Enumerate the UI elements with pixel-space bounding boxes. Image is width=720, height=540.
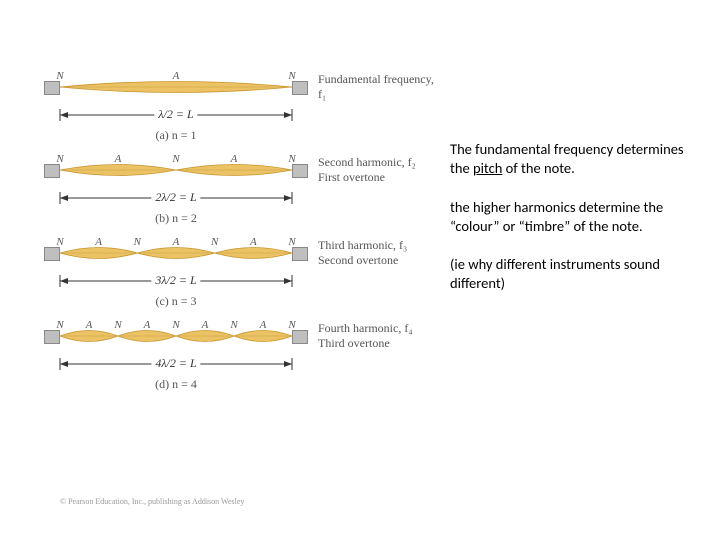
paragraph-pitch: The fundamental frequency determines the… xyxy=(450,140,690,178)
fixed-end-right xyxy=(292,164,308,178)
fixed-end-left xyxy=(44,330,60,344)
harmonic-n2: NANANSecond harmonic, f₂First overtone2λ… xyxy=(60,155,440,226)
harmonic-n3: NANANANThird harmonic, f₃Second overtone… xyxy=(60,238,440,309)
fixed-end-left xyxy=(44,81,60,95)
copyright-text: © Pearson Education, Inc., publishing as… xyxy=(60,497,244,506)
fixed-end-left xyxy=(44,247,60,261)
dimension-row: 3λ/2 = L xyxy=(60,270,292,292)
dimension-row: 2λ/2 = L xyxy=(60,187,292,209)
fixed-end-right xyxy=(292,81,308,95)
fixed-end-right xyxy=(292,330,308,344)
dimension-label: λ/2 = L xyxy=(154,107,197,122)
dimension-label: 2λ/2 = L xyxy=(151,190,200,205)
harmonic-label: Fundamental frequency, f₁ xyxy=(318,72,440,102)
harmonic-label: Fourth harmonic, f₄Third overtone xyxy=(318,321,413,351)
string-diagram xyxy=(60,321,292,351)
subfigure-caption: (a) n = 1 xyxy=(60,128,292,143)
dimension-row: 4λ/2 = L xyxy=(60,353,292,375)
harmonic-label: Second harmonic, f₂First overtone xyxy=(318,155,416,185)
paragraph-timbre: the higher harmonics determine the “colo… xyxy=(450,198,690,236)
string-diagram xyxy=(60,155,292,185)
fixed-end-right xyxy=(292,247,308,261)
p1-underline: pitch xyxy=(473,159,502,177)
string-diagram xyxy=(60,238,292,268)
p1-b: of the note. xyxy=(502,159,574,177)
subfigure-caption: (b) n = 2 xyxy=(60,211,292,226)
fixed-end-left xyxy=(44,164,60,178)
paragraph-instruments: (ie why different instruments sound diff… xyxy=(450,255,690,293)
string-diagram xyxy=(60,72,292,102)
harmonic-label: Third harmonic, f₃Second overtone xyxy=(318,238,407,268)
harmonic-n1: NANFundamental frequency, f₁λ/2 = L(a) n… xyxy=(60,72,440,143)
subfigure-caption: (c) n = 3 xyxy=(60,294,292,309)
dimension-row: λ/2 = L xyxy=(60,104,292,126)
subfigure-caption: (d) n = 4 xyxy=(60,377,292,392)
dimension-label: 3λ/2 = L xyxy=(151,273,200,288)
harmonics-figure: NANFundamental frequency, f₁λ/2 = L(a) n… xyxy=(60,60,440,404)
harmonic-n4: NANANANANFourth harmonic, f₄Third overto… xyxy=(60,321,440,392)
explanatory-text: The fundamental frequency determines the… xyxy=(450,140,690,313)
dimension-label: 4λ/2 = L xyxy=(151,356,200,371)
